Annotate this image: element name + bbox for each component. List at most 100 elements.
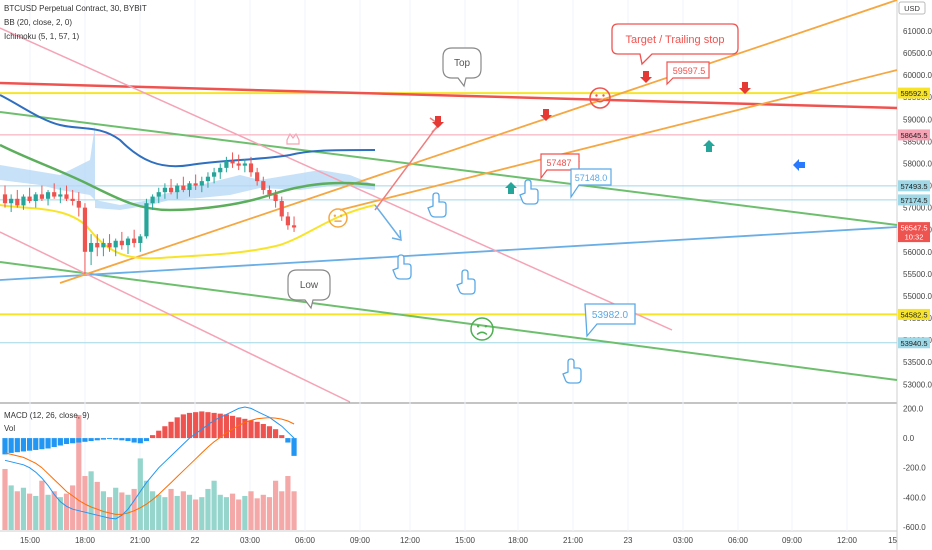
volume-bar (94, 481, 100, 530)
macd-histogram-bar (273, 429, 279, 439)
pointing-hand-icon (392, 254, 412, 280)
trendline-pink-lower (0, 231, 351, 403)
volume-bar (242, 495, 248, 530)
candle-body (9, 198, 14, 204)
volume-bar (223, 497, 229, 530)
macd-histogram-bar (2, 438, 8, 455)
price-callout-53982 (584, 303, 636, 338)
macd-histogram-bar (193, 412, 199, 439)
candle-body (181, 185, 186, 190)
macd-histogram-bar (63, 438, 70, 445)
candle-body (261, 181, 266, 190)
macd-histogram-bar (82, 438, 88, 442)
ichimoku-cloud (0, 125, 375, 210)
price-callout-57148-text: 57148.0 (575, 173, 608, 183)
macd-line (4, 406, 295, 520)
signal-line (4, 417, 295, 515)
projection-arrow-up (374, 124, 439, 211)
vol-legend: Vol (4, 424, 16, 433)
chart-title: BTCUSD Perpetual Contract, 30, BYBIT (4, 4, 147, 13)
macd-histogram-bar (168, 421, 174, 439)
candle-body (255, 172, 260, 182)
volume-bar (248, 491, 254, 530)
face-mouth (594, 98, 606, 103)
price-label-text: 58645.5 (900, 131, 927, 140)
pointing-hand-icon (519, 179, 539, 205)
time-tick-label: 18:00 (75, 536, 96, 545)
trendline-blue (0, 226, 898, 281)
macd-histogram-bar (217, 413, 223, 439)
macd-tick-label: 0.0 (903, 434, 915, 443)
bb-legend: BB (20, close, 2, 0) (4, 18, 73, 27)
macd-legend: MACD (12, 26, close, 9) (4, 411, 90, 420)
volume-bar (20, 487, 27, 530)
arrow-up-icon (505, 182, 517, 194)
trendline-green-lower (0, 261, 898, 381)
time-tick-label: 23 (624, 536, 633, 545)
macd-histogram-bar (94, 438, 100, 441)
price-callout-53982-text: 53982.0 (592, 310, 629, 321)
macd-histogram-bar (254, 421, 260, 439)
macd-histogram-bar (199, 411, 205, 439)
candle-body (218, 167, 223, 173)
volume-bar (82, 476, 88, 530)
candle-body (175, 185, 180, 193)
macd-histogram-bar (57, 438, 63, 446)
target-callout-text: Target / Trailing stop (625, 34, 724, 46)
price-tick-label: 59000.0 (903, 115, 932, 124)
candle-body (267, 189, 272, 195)
volume-bar (131, 488, 137, 530)
candle-body (230, 161, 235, 164)
price-tick-label: 58500.0 (903, 137, 932, 146)
trendline-pink-upper (0, 27, 673, 331)
candle-body (95, 242, 100, 248)
target-callout (611, 23, 739, 66)
macd-histogram-bar (14, 438, 20, 453)
bb-lower-band (0, 204, 376, 260)
macd-histogram-bar (285, 438, 291, 443)
arrow-down-icon (739, 82, 751, 94)
price-callout-57148 (570, 168, 612, 199)
macd-histogram-bar (20, 438, 27, 452)
volume-bar (236, 499, 242, 530)
candle-body (187, 183, 192, 190)
volume-bar (254, 498, 260, 530)
price-label-tag (898, 222, 930, 243)
face-mouth (476, 331, 488, 336)
volume-bar (285, 476, 291, 530)
price-label-tag (898, 87, 930, 99)
arrow-down-icon (640, 71, 652, 83)
candle-body (248, 163, 254, 173)
face-eye (484, 325, 488, 328)
candle-body (212, 172, 217, 177)
volume-bar (113, 487, 119, 530)
volume-bar (137, 458, 143, 530)
macd-histogram-bar (8, 438, 14, 453)
macd-histogram-bar (229, 415, 236, 439)
price-tick-label: 56000.0 (903, 248, 932, 257)
crown-icon (286, 132, 300, 145)
currency-badge-text: USD (904, 4, 920, 13)
candle-body (285, 216, 290, 226)
price-label-text: 59592.5 (900, 89, 927, 98)
price-label-text: 57493.5 (900, 182, 927, 191)
macd-histogram-bar (106, 438, 113, 440)
time-tick-label: 12:00 (400, 536, 421, 545)
volume-bar (51, 491, 57, 530)
macd-histogram-bar (223, 414, 229, 439)
volume-bar (186, 494, 193, 530)
time-tick-label: 03:00 (673, 536, 694, 545)
price-tick-label: 53500.0 (903, 358, 932, 367)
low-bubble (287, 269, 331, 310)
price-callout-59597-text: 59597.5 (673, 66, 706, 76)
price-label-tag (898, 129, 930, 141)
candle-body (21, 196, 26, 206)
candle-body (144, 203, 149, 237)
candle-body (236, 163, 241, 166)
volume-bar (27, 493, 33, 530)
macd-histogram-bar (39, 438, 45, 450)
volume-bar (156, 494, 162, 530)
candle-body (39, 194, 44, 199)
macd-histogram-bar (51, 438, 57, 447)
